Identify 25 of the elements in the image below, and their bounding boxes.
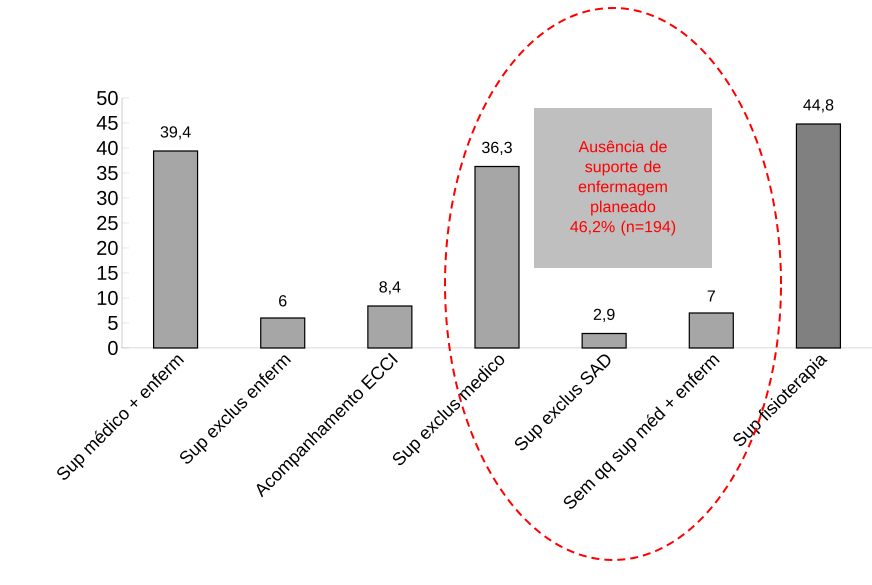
bar xyxy=(474,166,520,349)
y-tick-label: 15 xyxy=(98,266,118,280)
y-tick-label: 40 xyxy=(96,140,118,156)
y-tick-label: 20 xyxy=(97,240,118,256)
bar xyxy=(260,317,306,349)
data-label: 44,8 xyxy=(803,99,834,112)
y-tick-label: 45 xyxy=(96,116,118,130)
y-tick-label: 35 xyxy=(97,166,118,180)
y-tick-label: 50 xyxy=(97,90,118,106)
y-tick-label: 25 xyxy=(97,216,118,230)
bar xyxy=(582,332,627,349)
y-tick-label: 30 xyxy=(97,190,118,206)
y-tick-label: 10 xyxy=(98,290,118,306)
data-label: 36,3 xyxy=(482,142,512,155)
data-label: 39,4 xyxy=(160,126,191,140)
data-label: 7 xyxy=(708,290,715,302)
bar xyxy=(367,305,412,349)
annotation: Ausência de suporte de enfermagem planeado 46,2% (n=194) xyxy=(570,140,676,236)
y-tick-label: 5 xyxy=(108,316,118,330)
data-label: 6 xyxy=(279,295,286,306)
data-label: 2,9 xyxy=(594,308,615,322)
bar xyxy=(688,312,734,349)
bar xyxy=(152,150,198,349)
y-tick-label: 0 xyxy=(108,340,118,356)
data-label: 8,4 xyxy=(379,281,401,294)
